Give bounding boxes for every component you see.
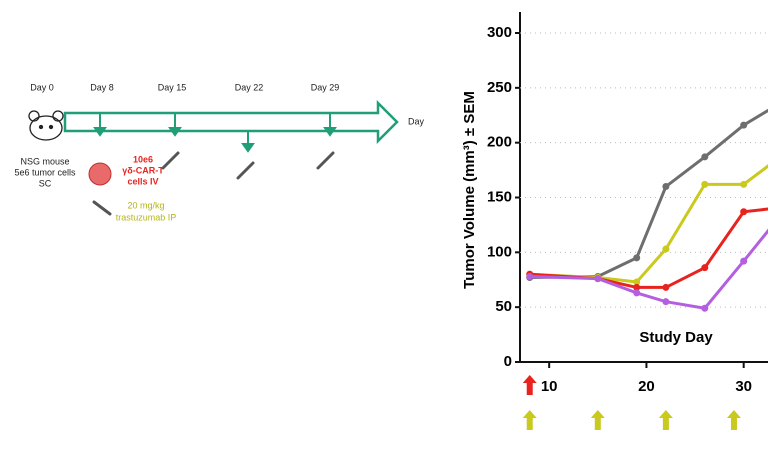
data-point (740, 122, 747, 129)
day-label: Day (408, 116, 425, 126)
car-t-text: 10e6 (133, 154, 153, 164)
y-tick-label: 100 (487, 243, 512, 260)
data-point (526, 273, 533, 280)
mouse-icon (29, 111, 63, 140)
data-point (701, 181, 708, 188)
mouse-text: SC (39, 178, 52, 188)
data-point (633, 254, 640, 261)
mouse-text: NSG mouse (20, 156, 69, 166)
x-tick-label: 10 (541, 378, 558, 395)
car-t-cell (89, 163, 111, 185)
data-point (662, 284, 669, 291)
y-tick-label: 250 (487, 79, 512, 96)
y-tick-label: 0 (504, 353, 512, 370)
x-tick-label: 30 (735, 378, 752, 395)
data-point (633, 289, 640, 296)
data-point (740, 181, 747, 188)
data-point (701, 264, 708, 271)
figure: Day 0 Day 8 Day 15 Day 22 Day 29 Day NSG… (0, 0, 768, 444)
data-point (701, 153, 708, 160)
dose-arrow (591, 410, 605, 430)
antibody-text: trastuzumab IP (116, 212, 177, 222)
y-tick-label: 150 (487, 188, 512, 205)
x-axis-label: Study Day (639, 329, 713, 346)
data-point (662, 298, 669, 305)
car-t-text: cells IV (127, 176, 158, 186)
antibody-text: 20 mg/kg (127, 200, 164, 210)
data-point (740, 208, 747, 215)
mouse-text: 5e6 tumor cells (14, 167, 76, 177)
data-point (662, 246, 669, 253)
dose-arrow (523, 410, 537, 430)
timeline-arrow (65, 103, 397, 141)
dose-arrow (659, 410, 673, 430)
car-t-text: γδ-CAR-T (122, 165, 164, 175)
data-point (740, 258, 747, 265)
dose-arrow (523, 375, 537, 395)
data-point (662, 183, 669, 190)
day-label: Day 22 (235, 82, 264, 92)
x-tick-label: 20 (638, 378, 655, 395)
y-tick-label: 200 (487, 134, 512, 151)
y-tick-label: 50 (495, 298, 512, 315)
dose-arrow (727, 410, 741, 430)
day-label: Day 29 (311, 82, 340, 92)
y-tick-label: 300 (487, 24, 512, 41)
data-point (701, 305, 708, 312)
day-label: Day 0 (30, 82, 54, 92)
plot-area (526, 104, 768, 312)
timeline: Day 0 Day 8 Day 15 Day 22 Day 29 Day NSG… (14, 82, 424, 222)
day-label: Day 15 (158, 82, 187, 92)
data-point (594, 275, 601, 282)
series-line (530, 162, 768, 282)
y-axis-label: Tumor Volume (mm³) ± SEM (461, 91, 478, 289)
day-label: Day 8 (90, 82, 114, 92)
